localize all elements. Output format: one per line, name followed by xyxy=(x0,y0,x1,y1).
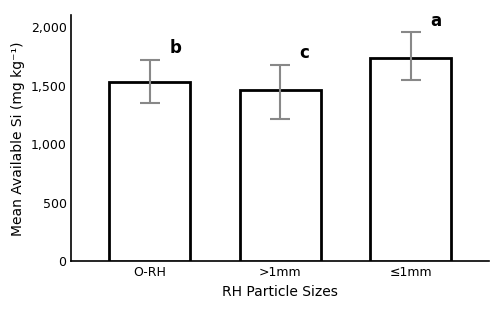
Text: a: a xyxy=(430,11,442,29)
Bar xyxy=(240,91,320,261)
Bar xyxy=(370,58,451,261)
Text: b: b xyxy=(170,39,181,57)
Y-axis label: Mean Available Si (mg kg⁻¹): Mean Available Si (mg kg⁻¹) xyxy=(11,41,25,236)
X-axis label: RH Particle Sizes: RH Particle Sizes xyxy=(222,285,338,299)
Bar xyxy=(109,82,190,261)
Text: c: c xyxy=(300,44,310,62)
